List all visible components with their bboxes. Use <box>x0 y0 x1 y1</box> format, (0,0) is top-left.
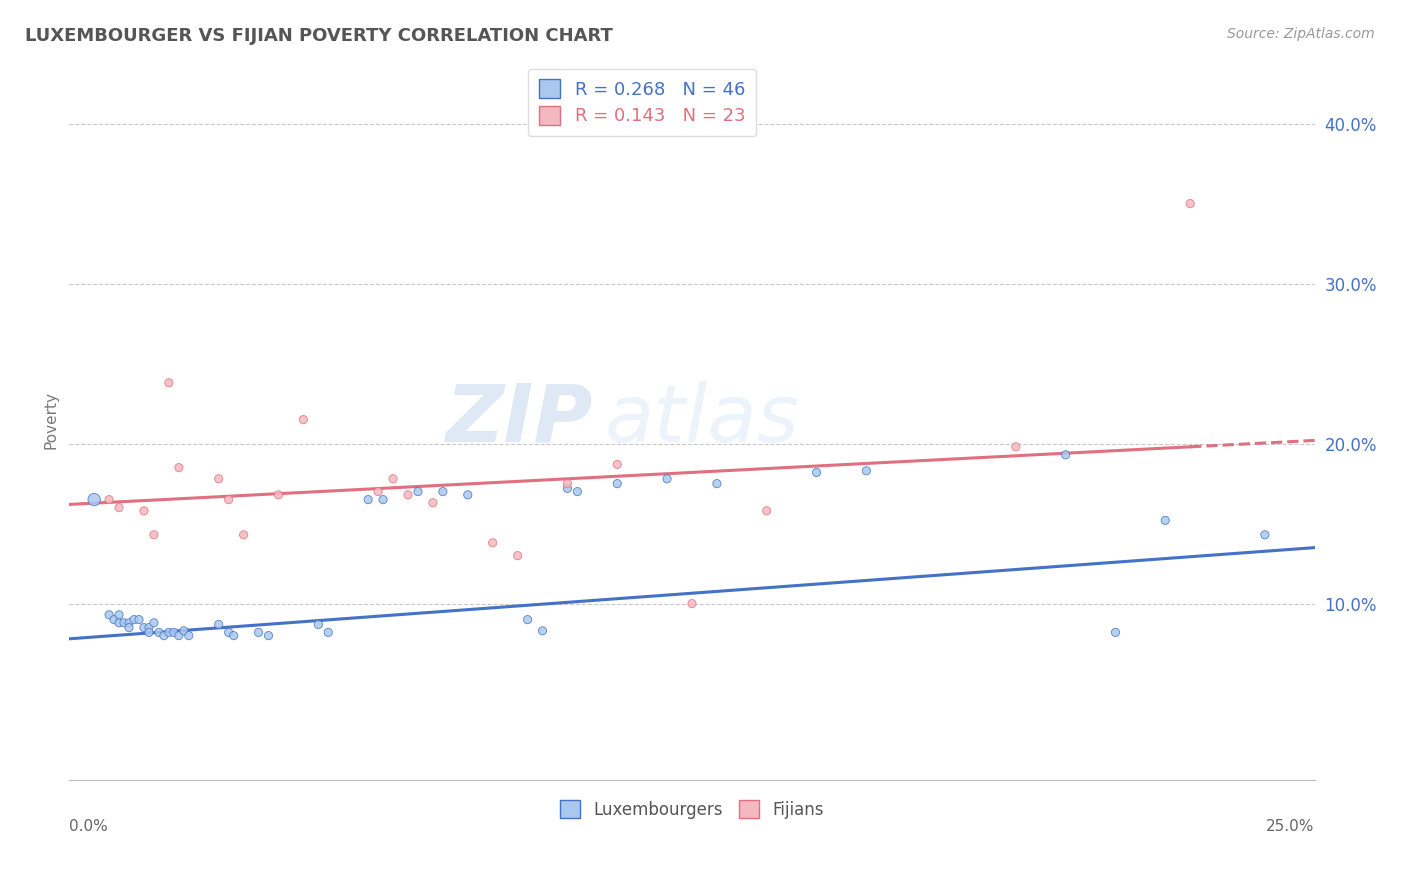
Point <box>432 484 454 499</box>
Point <box>157 625 180 640</box>
Point <box>481 536 503 550</box>
Point <box>118 615 141 630</box>
Point <box>371 492 394 507</box>
Point <box>855 464 877 478</box>
Text: LUXEMBOURGER VS FIJIAN POVERTY CORRELATION CHART: LUXEMBOURGER VS FIJIAN POVERTY CORRELATI… <box>25 27 613 45</box>
Point <box>1104 625 1126 640</box>
Point <box>142 528 165 542</box>
Text: 25.0%: 25.0% <box>1267 819 1315 834</box>
Point <box>506 549 529 563</box>
Point <box>83 492 105 507</box>
Point <box>132 621 155 635</box>
Point <box>307 617 329 632</box>
Legend: Luxembourgers, Fijians: Luxembourgers, Fijians <box>553 794 831 825</box>
Point <box>148 625 170 640</box>
Point <box>108 607 131 622</box>
Point <box>681 597 703 611</box>
Text: ZIP: ZIP <box>444 381 592 458</box>
Point <box>357 492 380 507</box>
Point <box>98 492 121 507</box>
Point <box>112 615 135 630</box>
Point <box>222 629 245 643</box>
Point <box>108 500 131 515</box>
Point <box>1054 448 1077 462</box>
Point <box>567 484 589 499</box>
Point <box>655 472 678 486</box>
Point <box>208 617 231 632</box>
Text: atlas: atlas <box>605 381 800 458</box>
Point <box>1178 196 1201 211</box>
Point <box>163 625 186 640</box>
Point <box>706 476 728 491</box>
Point <box>173 624 195 638</box>
Point <box>167 460 190 475</box>
Point <box>208 472 231 486</box>
Point <box>422 496 444 510</box>
Point <box>177 629 200 643</box>
Point <box>267 488 290 502</box>
Point <box>132 504 155 518</box>
Point <box>157 376 180 390</box>
Point <box>406 484 429 499</box>
Point <box>108 615 131 630</box>
Point <box>232 528 254 542</box>
Point <box>382 472 405 486</box>
Point <box>396 488 419 502</box>
Point <box>138 621 160 635</box>
Y-axis label: Poverty: Poverty <box>44 391 58 449</box>
Point <box>142 615 165 630</box>
Point <box>1004 440 1026 454</box>
Point <box>557 482 579 496</box>
Point <box>755 504 778 518</box>
Point <box>103 613 125 627</box>
Text: 0.0%: 0.0% <box>69 819 108 834</box>
Point <box>218 625 240 640</box>
Point <box>257 629 280 643</box>
Point <box>153 629 176 643</box>
Point <box>606 476 628 491</box>
Point <box>1254 528 1277 542</box>
Point <box>118 621 141 635</box>
Point <box>557 476 579 491</box>
Point <box>367 484 389 499</box>
Point <box>292 412 315 426</box>
Point <box>806 466 828 480</box>
Point <box>316 625 339 640</box>
Point <box>457 488 479 502</box>
Point <box>98 607 121 622</box>
Point <box>138 625 160 640</box>
Point <box>167 629 190 643</box>
Point <box>1154 513 1177 527</box>
Point <box>606 458 628 472</box>
Point <box>122 613 145 627</box>
Point <box>516 613 538 627</box>
Point <box>128 613 150 627</box>
Point <box>218 492 240 507</box>
Text: Source: ZipAtlas.com: Source: ZipAtlas.com <box>1227 27 1375 41</box>
Point <box>531 624 554 638</box>
Point <box>247 625 270 640</box>
